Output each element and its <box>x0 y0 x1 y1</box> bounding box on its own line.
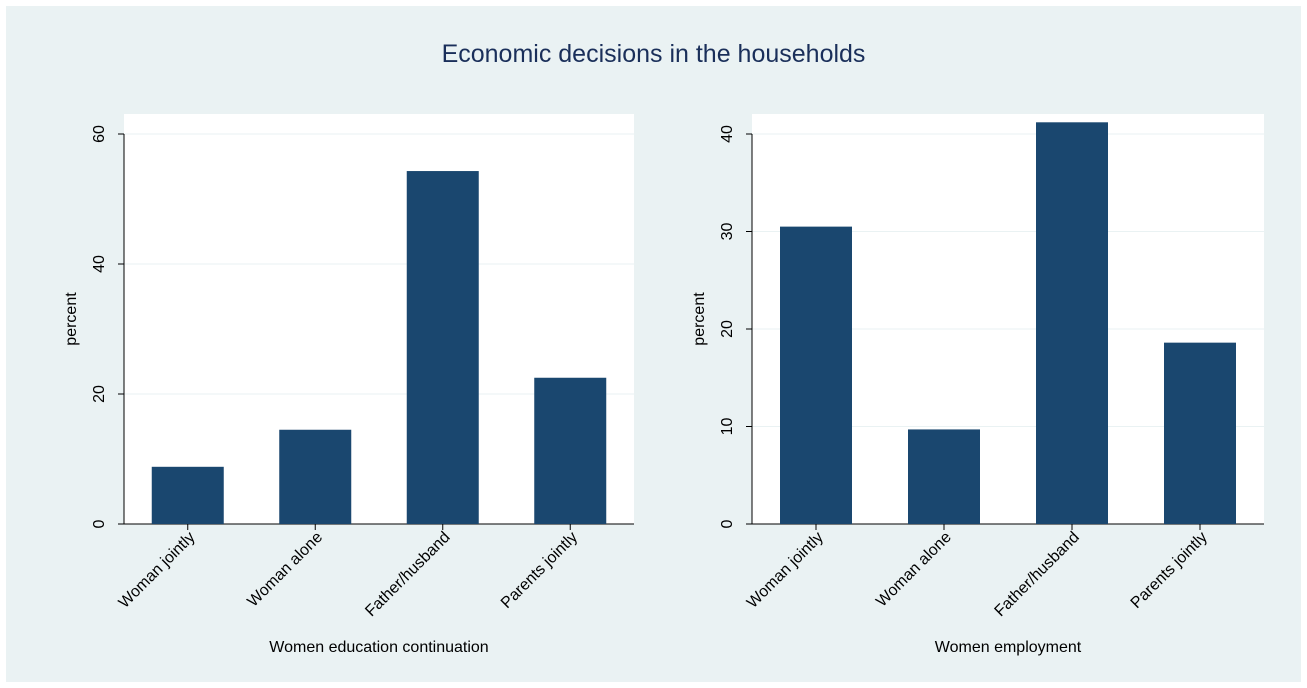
chart-panel-1: 0 20 40 60 percent Woman jointly Woman alone Fa… <box>63 114 634 656</box>
bar-parents-jointly <box>1164 342 1236 524</box>
chart-panel-2: 0 10 20 30 40 percent Woman jointly Woman alone… <box>691 114 1264 656</box>
y-tick-label: 20 <box>719 320 736 338</box>
x-axis-title: Women employment <box>935 639 1082 656</box>
bar-father-husband <box>1036 122 1108 525</box>
x-tick-label: Parents jointly <box>498 529 581 612</box>
x-tick-label: Parents jointly <box>1128 529 1211 612</box>
x-tick-label: Father/husband <box>992 529 1083 620</box>
y-tick-label: 30 <box>719 223 736 241</box>
y-axis-title: percent <box>63 292 80 346</box>
y-tick-label: 20 <box>91 385 108 403</box>
bar-woman-alone <box>279 429 352 524</box>
y-tick-label: 0 <box>719 519 736 528</box>
y-tick-label: 40 <box>91 255 108 273</box>
x-axis-title: Women education continuation <box>269 639 488 656</box>
y-axis-title: percent <box>691 292 708 346</box>
y-tick-label: 40 <box>719 125 736 143</box>
x-tick-label: Woman alone <box>244 529 326 611</box>
y-tick-label: 0 <box>91 519 108 528</box>
x-tick-label: Father/husband <box>362 529 453 620</box>
bar-woman-jointly <box>151 466 224 524</box>
bar-woman-jointly <box>780 226 852 524</box>
bar-father-husband <box>406 171 479 525</box>
x-tick-label: Woman jointly <box>744 529 827 612</box>
x-tick-label: Woman alone <box>873 529 955 611</box>
bar-woman-alone <box>908 429 980 524</box>
figure-title: Economic decisions in the households <box>441 40 866 68</box>
y-tick-label: 10 <box>719 418 736 436</box>
bar-parents-jointly <box>534 377 607 524</box>
y-tick-label: 60 <box>91 125 108 143</box>
x-tick-label: Woman jointly <box>116 529 199 612</box>
